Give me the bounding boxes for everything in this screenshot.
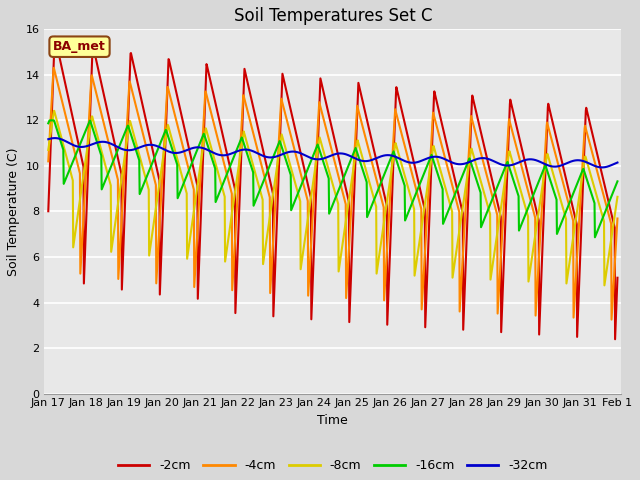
-32cm: [172, 150, 179, 156]
-8cm: [172, 149, 179, 155]
-8cm: [614, 194, 621, 200]
-32cm: [44, 136, 52, 142]
-8cm: [44, 147, 52, 153]
Line: -16cm: -16cm: [48, 120, 618, 237]
-2cm: [422, 314, 429, 320]
-8cm: [496, 212, 504, 217]
-32cm: [496, 161, 504, 167]
-8cm: [547, 161, 554, 167]
-4cm: [50, 65, 58, 71]
-4cm: [44, 158, 52, 164]
-16cm: [44, 120, 52, 126]
-8cm: [422, 196, 429, 202]
-4cm: [235, 169, 243, 175]
-8cm: [157, 167, 165, 172]
-2cm: [172, 85, 179, 91]
-32cm: [614, 160, 621, 166]
Line: -8cm: -8cm: [48, 111, 618, 286]
X-axis label: Time: Time: [317, 414, 348, 427]
-4cm: [547, 132, 554, 137]
-32cm: [422, 156, 429, 162]
-8cm: [51, 108, 58, 114]
-4cm: [422, 238, 429, 244]
-8cm: [600, 283, 608, 288]
-16cm: [46, 118, 54, 123]
Title: Soil Temperatures Set C: Soil Temperatures Set C: [234, 7, 432, 25]
-32cm: [157, 145, 165, 151]
-2cm: [496, 211, 504, 216]
Line: -2cm: -2cm: [48, 37, 618, 339]
-16cm: [591, 234, 599, 240]
-2cm: [547, 109, 554, 115]
-2cm: [44, 208, 52, 214]
-4cm: [608, 317, 616, 323]
Line: -4cm: -4cm: [48, 68, 618, 320]
-32cm: [547, 163, 554, 169]
-4cm: [172, 114, 179, 120]
-16cm: [157, 138, 165, 144]
-16cm: [172, 156, 179, 161]
-4cm: [157, 190, 165, 195]
-2cm: [157, 249, 165, 254]
Text: BA_met: BA_met: [53, 40, 106, 53]
-32cm: [51, 135, 59, 141]
-2cm: [611, 336, 619, 342]
-32cm: [598, 165, 606, 170]
-16cm: [614, 179, 621, 184]
-8cm: [235, 162, 243, 168]
-4cm: [496, 270, 504, 276]
-2cm: [235, 215, 243, 220]
-16cm: [422, 167, 429, 172]
-32cm: [235, 148, 243, 154]
-2cm: [51, 34, 59, 40]
-16cm: [496, 177, 504, 183]
Line: -32cm: -32cm: [48, 138, 618, 168]
Legend: -2cm, -4cm, -8cm, -16cm, -32cm: -2cm, -4cm, -8cm, -16cm, -32cm: [113, 455, 553, 478]
-16cm: [547, 177, 554, 183]
-16cm: [235, 142, 243, 147]
-2cm: [614, 275, 621, 281]
Y-axis label: Soil Temperature (C): Soil Temperature (C): [7, 147, 20, 276]
-4cm: [614, 216, 621, 221]
